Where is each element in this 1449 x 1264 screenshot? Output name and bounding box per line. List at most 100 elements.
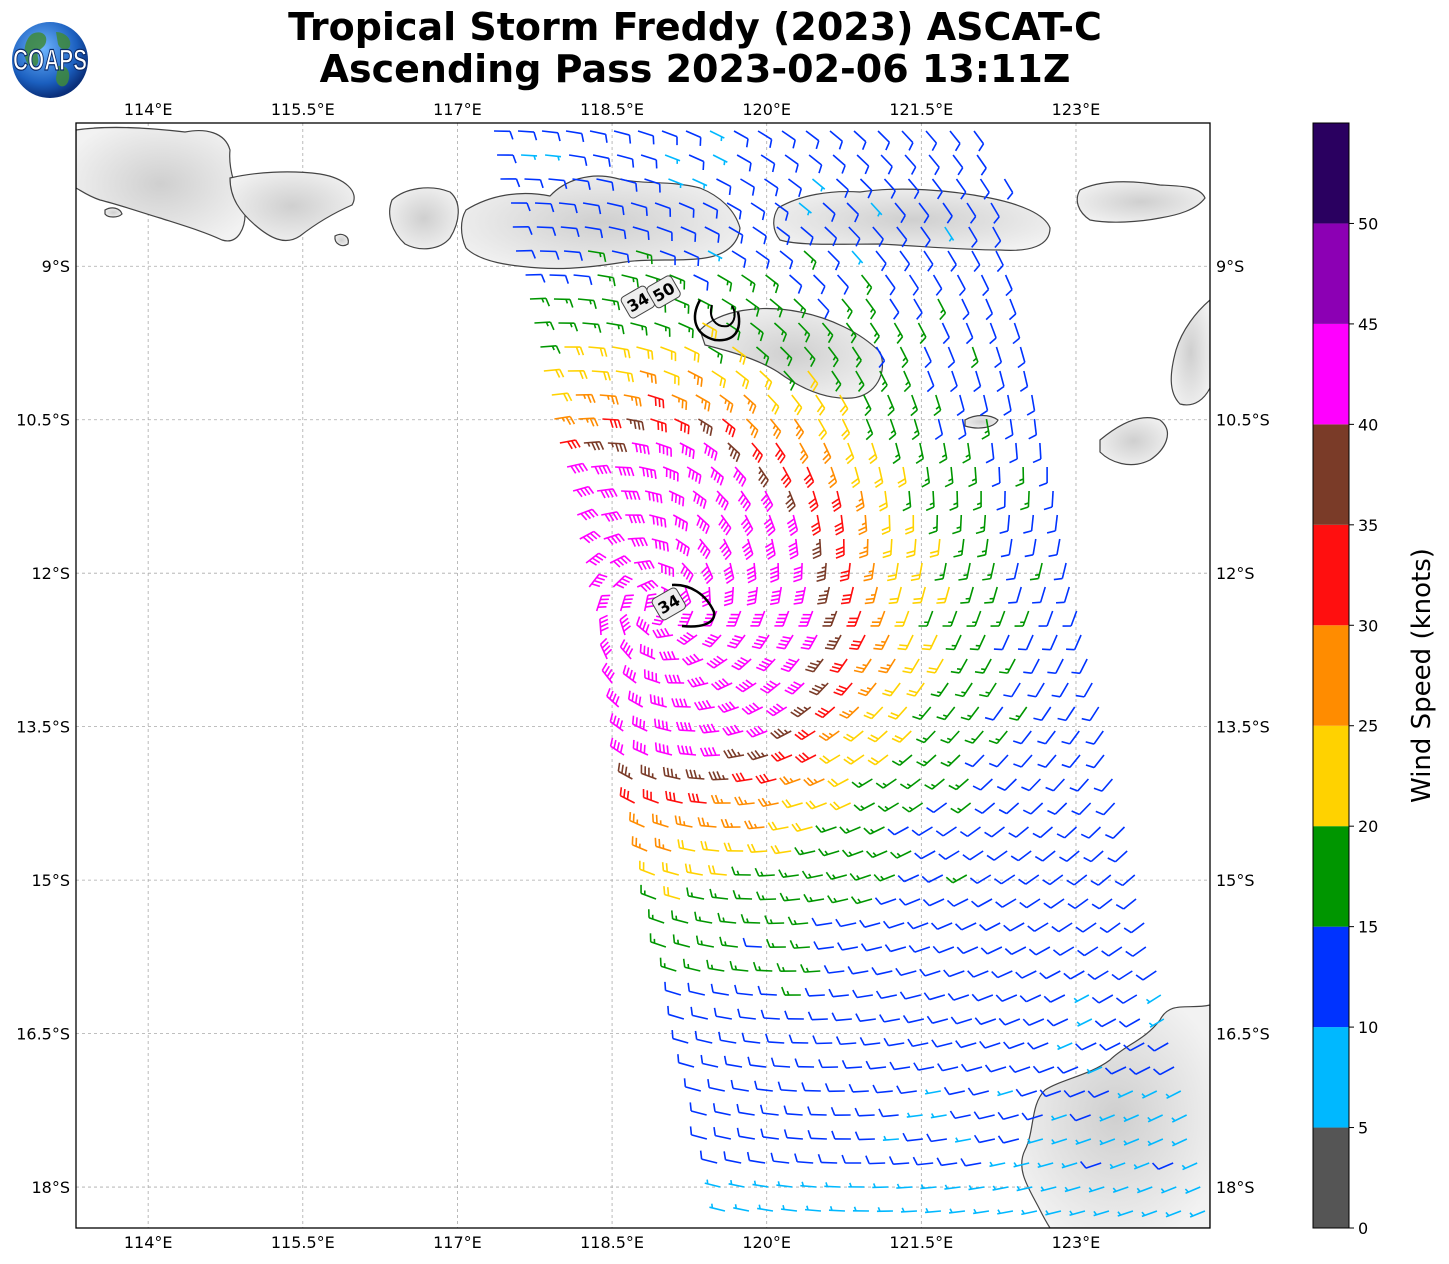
wind-barb [1015, 1088, 1038, 1097]
wind-barb-feather [1115, 903, 1124, 910]
wind-barb-feather [724, 570, 733, 577]
wind-barb-feather [725, 574, 734, 581]
wind-barb-feather [863, 574, 873, 578]
wind-barb [825, 871, 847, 880]
wind-barb-feather [689, 655, 697, 663]
wind-barb-feather [934, 167, 940, 176]
wind-barb [811, 178, 826, 192]
wind-barb-half-feather [821, 827, 826, 832]
wind-barb-staff [1025, 874, 1040, 885]
wind-barb-half-feather [767, 800, 772, 806]
wind-barb-feather [699, 544, 706, 553]
wind-barb-staff [908, 274, 919, 289]
wind-barb-feather [887, 578, 896, 582]
wind-barb-feather [802, 752, 810, 760]
wind-barb [588, 346, 608, 357]
wind-barb-feather [797, 731, 806, 739]
wind-barb-staff [1038, 1066, 1055, 1074]
wind-barb [860, 274, 873, 296]
wind-barb-half-feather [630, 396, 634, 401]
wind-barb [709, 130, 725, 142]
wind-barb-feather [533, 131, 538, 141]
wind-barb-staff [852, 1090, 869, 1093]
wind-barb-staff [702, 322, 717, 332]
wind-barb-staff [973, 130, 985, 145]
wind-barb-half-feather [880, 875, 885, 880]
wind-barb-feather [873, 647, 882, 651]
wind-barb-feather [967, 1087, 974, 1096]
wind-barb [758, 466, 769, 488]
wind-barb-feather [795, 822, 802, 831]
wind-barb [824, 1182, 841, 1188]
wind-barb [906, 1112, 923, 1118]
wind-barb-feather [984, 1064, 992, 1073]
wind-barb-staff [750, 1064, 767, 1068]
wind-barb [879, 370, 888, 393]
wind-barb [973, 370, 982, 393]
wind-barb-feather [679, 698, 684, 708]
wind-barb-feather [714, 794, 720, 804]
wind-barb [1066, 874, 1088, 886]
wind-barb-staff [901, 130, 914, 144]
wind-barb [1052, 946, 1075, 956]
wind-barb [1087, 1090, 1110, 1098]
wind-barb-feather [701, 566, 709, 574]
wind-barb-feather [665, 863, 669, 872]
wind-barb-staff [937, 922, 953, 930]
wind-barb-feather [921, 482, 930, 488]
wind-barb [1040, 1186, 1057, 1192]
wind-barb-feather [950, 264, 957, 272]
wind-barb-staff [689, 990, 706, 996]
wind-barb-staff [685, 1086, 702, 1092]
wind-barb-feather [700, 1054, 704, 1064]
wind-barb-staff [786, 1113, 803, 1116]
wind-barb-feather [786, 518, 795, 525]
wind-barb [856, 154, 870, 175]
wind-barb-staff [835, 802, 851, 811]
wind-barb-feather [676, 674, 681, 684]
wind-barb-staff [980, 1018, 997, 1026]
wind-barb-feather [973, 1134, 980, 1143]
wind-barb [956, 394, 965, 417]
wind-barb [662, 766, 681, 780]
wind-barb-feather [700, 840, 705, 850]
wind-barb-feather [923, 215, 930, 224]
wind-barb [829, 658, 848, 673]
wind-barb [779, 250, 794, 270]
wind-barb-feather [882, 550, 892, 555]
wind-barb [930, 1113, 947, 1119]
wind-barb-feather [924, 360, 932, 369]
wind-barb [899, 346, 909, 369]
wind-barb-staff [779, 250, 793, 262]
wind-barb-half-feather [557, 156, 560, 161]
wind-barb [923, 346, 932, 369]
wind-barb-feather [686, 887, 690, 897]
wind-barb-feather [999, 530, 1009, 534]
wind-barb [592, 154, 611, 167]
wind-barb-feather [729, 404, 734, 413]
wind-barb [848, 1083, 869, 1093]
wind-barb [1005, 562, 1019, 581]
wind-barb-staff [953, 994, 970, 1001]
wind-barb-feather [800, 964, 806, 973]
wind-barb [722, 724, 744, 736]
wind-barb [740, 914, 761, 924]
wind-barb-half-feather [737, 894, 741, 899]
wind-barb-feather [902, 670, 912, 674]
wind-barb-feather [617, 762, 621, 772]
wind-barb-feather [902, 506, 911, 512]
wind-barb-feather [783, 664, 792, 669]
wind-barb [835, 538, 845, 559]
wind-barb-feather [729, 641, 739, 646]
wind-barb-staff [1073, 634, 1082, 650]
wind-barb-feather [726, 401, 731, 411]
wind-barb [888, 1156, 910, 1165]
wind-barb-staff [669, 274, 685, 282]
wind-barb-feather [589, 418, 595, 427]
wind-barb [659, 250, 676, 266]
wind-barb [1026, 394, 1036, 416]
wind-barb [746, 1151, 766, 1164]
wind-barb-feather [699, 497, 704, 507]
wind-barb [694, 1030, 713, 1044]
wind-barb-half-feather [833, 897, 838, 903]
